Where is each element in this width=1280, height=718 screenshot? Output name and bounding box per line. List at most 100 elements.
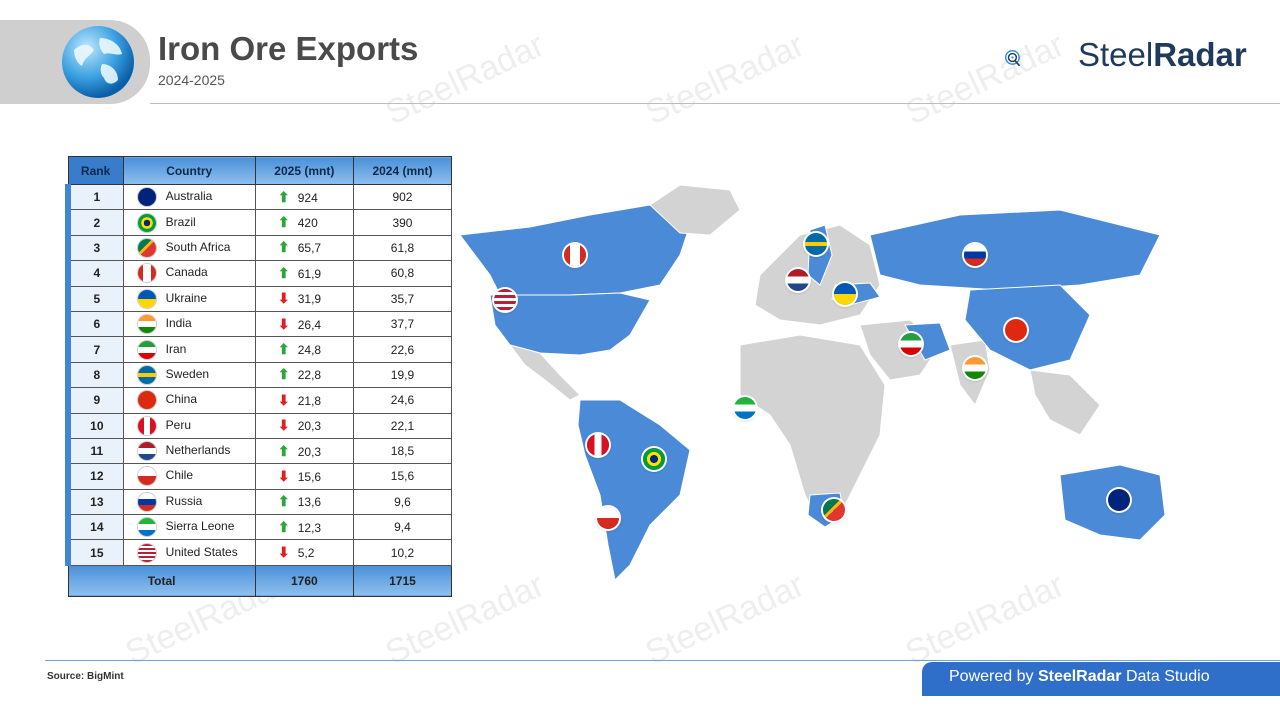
value-2025: 31,9 bbox=[297, 292, 322, 307]
flag-canada-icon bbox=[137, 264, 156, 283]
country-cell: Sierra Leone bbox=[122, 514, 256, 541]
country-cell: United States bbox=[122, 539, 256, 566]
value-2024-cell: 24,6 bbox=[352, 387, 453, 414]
arrow-up-icon: ⬆ bbox=[277, 264, 290, 281]
country-cell: Iran bbox=[122, 336, 256, 363]
value-2024-cell: 10,2 bbox=[352, 539, 453, 566]
table-header-row: Rank Country 2025 (mnt) 2024 (mnt) bbox=[67, 156, 453, 185]
value-2025: 924 bbox=[297, 190, 318, 205]
flag-india-icon bbox=[137, 315, 156, 334]
arrow-down-icon: ⬇ bbox=[277, 467, 290, 484]
flag-sweden-icon bbox=[137, 365, 156, 384]
region-usa bbox=[489, 292, 651, 356]
table-row: 2 Brazil ⬆ 420 390 bbox=[64, 209, 453, 236]
arrow-up-icon: ⬆ bbox=[277, 366, 290, 383]
region-russia bbox=[869, 209, 1161, 291]
arrow-down-icon: ⬇ bbox=[277, 417, 290, 434]
country-cell: Ukraine bbox=[122, 285, 256, 312]
country-name: Canada bbox=[165, 265, 208, 280]
table-row: 11 Netherlands ⬆ 20,3 18,5 bbox=[64, 437, 453, 465]
country-cell: China bbox=[122, 387, 256, 414]
table-row: 6 India ⬇ 26,4 37,7 bbox=[64, 310, 453, 338]
rank-cell: 12 bbox=[64, 463, 124, 490]
region-china bbox=[964, 284, 1091, 371]
value-2025: 21,8 bbox=[297, 393, 322, 408]
country-name: Iran bbox=[165, 341, 187, 356]
world-map bbox=[459, 184, 1166, 582]
country-name: Netherlands bbox=[165, 443, 231, 458]
rank-cell: 15 bbox=[64, 539, 124, 566]
country-name: India bbox=[165, 316, 192, 331]
value-2025-cell: ⬆ 20,3 bbox=[254, 437, 354, 465]
total-label: Total bbox=[67, 564, 256, 597]
value-2025-cell: ⬇ 26,4 bbox=[254, 310, 354, 338]
value-2025-cell: ⬇ 21,8 bbox=[254, 387, 354, 414]
rank-cell: 2 bbox=[64, 209, 124, 236]
value-2025: 24,8 bbox=[297, 343, 322, 358]
country-cell: India bbox=[122, 310, 256, 338]
value-2025: 65,7 bbox=[297, 241, 322, 256]
value-2025-cell: ⬇ 15,6 bbox=[254, 463, 354, 490]
flag-netherlands-icon bbox=[137, 442, 156, 461]
value-2024-cell: 19,9 bbox=[352, 361, 453, 389]
value-2025-cell: ⬇ 20,3 bbox=[254, 412, 354, 439]
powered-suffix: Data Studio bbox=[1121, 668, 1210, 685]
total-2024: 1715 bbox=[352, 564, 453, 597]
country-cell: Canada bbox=[122, 260, 256, 287]
value-2025-cell: ⬆ 12,3 bbox=[254, 514, 354, 541]
value-2024-cell: 35,7 bbox=[352, 285, 453, 312]
col-header-rank: Rank bbox=[67, 156, 124, 185]
total-2025: 1760 bbox=[254, 564, 354, 597]
rank-cell: 9 bbox=[64, 387, 124, 414]
value-2025: 20,3 bbox=[297, 419, 322, 434]
flag-united-states-icon bbox=[137, 543, 156, 562]
rank-cell: 4 bbox=[64, 260, 124, 287]
value-2024-cell: 22,1 bbox=[352, 412, 453, 439]
rank-cell: 11 bbox=[64, 437, 124, 465]
country-name: Chile bbox=[165, 468, 194, 483]
value-2025: 420 bbox=[297, 216, 318, 231]
value-2024-cell: 9,4 bbox=[352, 514, 453, 541]
map-flag-sweden bbox=[805, 233, 827, 255]
powered-brand: SteelRadar bbox=[1037, 668, 1122, 685]
flag-russia-icon bbox=[137, 492, 156, 511]
globe-icon bbox=[62, 26, 134, 98]
arrow-down-icon: ⬇ bbox=[277, 391, 290, 408]
page-subtitle: 2024-2025 bbox=[158, 72, 225, 88]
country-name: South Africa bbox=[165, 240, 231, 255]
table-row: 4 Canada ⬆ 61,9 60,8 bbox=[64, 260, 453, 287]
country-cell: Russia bbox=[122, 488, 256, 516]
exports-table: Rank Country 2025 (mnt) 2024 (mnt) 1 Aust… bbox=[64, 156, 453, 597]
country-name: Australia bbox=[165, 189, 213, 204]
value-2025: 20,3 bbox=[297, 444, 322, 459]
value-2025-cell: ⬇ 31,9 bbox=[254, 285, 354, 312]
brand-bold: Radar bbox=[1153, 36, 1247, 73]
steelradar-logo-icon bbox=[1004, 50, 1020, 67]
value-2025: 12,3 bbox=[297, 520, 322, 535]
value-2025-cell: ⬇ 5,2 bbox=[254, 539, 354, 566]
powered-prefix: Powered by bbox=[949, 668, 1038, 685]
value-2024-cell: 15,6 bbox=[352, 463, 453, 490]
map-flag-india bbox=[964, 357, 986, 379]
brand-light: Steel bbox=[1078, 36, 1154, 73]
table-row: 7 Iran ⬆ 24,8 22,6 bbox=[64, 336, 453, 363]
map-flag-chile bbox=[597, 507, 619, 529]
country-name: Sierra Leone bbox=[165, 519, 235, 534]
value-2025: 26,4 bbox=[297, 317, 322, 332]
value-2024-cell: 61,8 bbox=[352, 234, 453, 262]
value-2024-cell: 390 bbox=[352, 209, 453, 236]
map-flag-russia bbox=[964, 244, 986, 266]
value-2025-cell: ⬆ 924 bbox=[254, 183, 354, 211]
country-cell: Sweden bbox=[122, 361, 256, 389]
rank-cell: 10 bbox=[64, 412, 124, 439]
header-divider bbox=[150, 103, 1280, 104]
flag-peru-icon bbox=[137, 416, 156, 435]
rank-cell: 13 bbox=[64, 488, 124, 516]
map-flag-canada bbox=[564, 244, 586, 266]
col-header-country: Country bbox=[122, 156, 256, 185]
rank-cell: 7 bbox=[64, 336, 124, 363]
country-name: United States bbox=[165, 544, 238, 559]
country-cell: Netherlands bbox=[122, 437, 256, 465]
footer-divider bbox=[45, 660, 1280, 661]
table-row: 1 Australia ⬆ 924 902 bbox=[64, 183, 453, 211]
